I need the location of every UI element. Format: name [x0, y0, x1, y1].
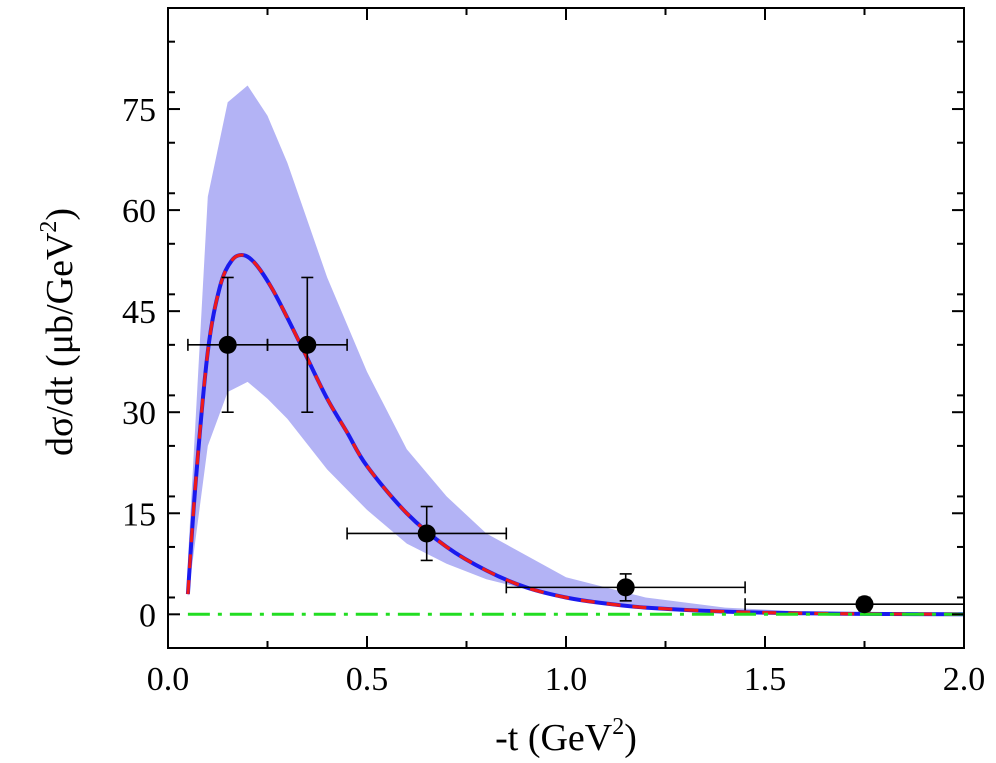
- axis-title-superscript: 2: [36, 221, 62, 233]
- series-line-dashed: [186, 253, 964, 616]
- x-tick-label: 2.0: [943, 661, 986, 698]
- data-point: [505, 573, 746, 602]
- axis-title-text: ): [39, 208, 81, 221]
- data-marker: [298, 335, 317, 354]
- y-tick-label: 0: [139, 597, 156, 634]
- data-point: [266, 276, 348, 414]
- plot-inner: [185, 85, 964, 617]
- axis-title-text: -t (GeV: [495, 717, 613, 759]
- data-point: [346, 505, 508, 562]
- data-marker: [417, 524, 436, 543]
- axis-title-text: ): [624, 717, 637, 759]
- x-tick-label: 0.0: [147, 661, 190, 698]
- data-point: [744, 595, 964, 614]
- y-tick-label: 75: [122, 92, 156, 129]
- y-tick-label: 30: [122, 395, 156, 432]
- x-axis-title: -t (GeV2): [495, 714, 637, 759]
- x-tick-label: 1.0: [545, 661, 588, 698]
- axis-title-text: dσ/dt (μb/GeV: [39, 232, 81, 456]
- x-tick-label: 1.5: [744, 661, 787, 698]
- y-tick-label: 45: [122, 294, 156, 331]
- uncertainty-band: [187, 85, 964, 615]
- data-marker: [218, 335, 237, 354]
- y-tick-label: 60: [122, 193, 156, 230]
- data-marker: [855, 595, 874, 614]
- axis-title-superscript: 2: [612, 714, 624, 740]
- data-point: [187, 276, 269, 414]
- y-axis-title: dσ/dt (μb/GeV2): [36, 208, 81, 456]
- x-tick-label: 0.5: [346, 661, 389, 698]
- y-tick-label: 15: [122, 496, 156, 533]
- data-marker: [616, 578, 635, 597]
- plot-area: [185, 85, 964, 617]
- axes: 0.0 0.5 1.0 1.5 2.0 0 15 30 45 60 75: [122, 7, 986, 698]
